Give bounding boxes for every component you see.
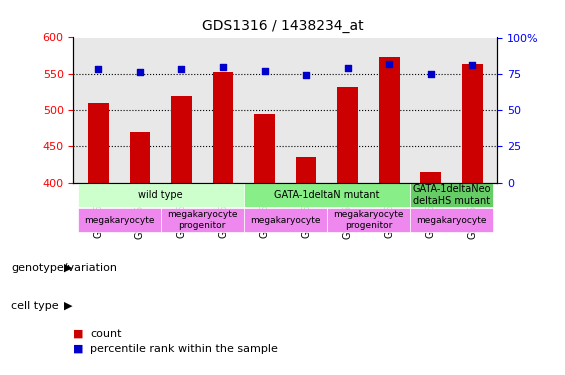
- Text: GATA-1deltaN mutant: GATA-1deltaN mutant: [274, 190, 380, 200]
- Text: megakaryocyte
progenitor: megakaryocyte progenitor: [167, 210, 237, 230]
- FancyBboxPatch shape: [410, 208, 493, 232]
- Bar: [129, 132, 150, 183]
- Text: megakaryocyte: megakaryocyte: [250, 216, 320, 225]
- Point: [343, 65, 352, 71]
- Text: genotype/variation: genotype/variation: [11, 263, 118, 273]
- Bar: [88, 103, 108, 183]
- FancyBboxPatch shape: [160, 208, 244, 232]
- FancyBboxPatch shape: [327, 208, 410, 232]
- Text: megakaryocyte: megakaryocyte: [84, 216, 154, 225]
- Text: ▶: ▶: [63, 263, 72, 273]
- Point: [426, 71, 435, 77]
- Bar: [295, 157, 316, 183]
- FancyBboxPatch shape: [77, 208, 160, 232]
- FancyBboxPatch shape: [410, 183, 493, 207]
- Point: [302, 72, 311, 78]
- Text: GDS1316 / 1438234_at: GDS1316 / 1438234_at: [202, 19, 363, 33]
- Text: megakaryocyte: megakaryocyte: [416, 216, 487, 225]
- Text: wild type: wild type: [138, 190, 183, 200]
- Point: [219, 63, 228, 69]
- Point: [94, 66, 103, 72]
- Text: ■: ■: [73, 344, 84, 354]
- Bar: [254, 114, 275, 183]
- Bar: [462, 64, 483, 183]
- FancyBboxPatch shape: [77, 183, 244, 207]
- Bar: [212, 72, 233, 183]
- Text: ▶: ▶: [63, 301, 72, 310]
- Bar: [379, 57, 399, 183]
- Point: [260, 68, 269, 74]
- Bar: [171, 96, 192, 183]
- Point: [136, 69, 145, 75]
- Point: [468, 62, 477, 68]
- Text: ■: ■: [73, 329, 84, 339]
- Text: cell type: cell type: [11, 301, 59, 310]
- Point: [385, 61, 394, 67]
- Text: GATA-1deltaNeo
deltaHS mutant: GATA-1deltaNeo deltaHS mutant: [412, 184, 491, 206]
- Point: [177, 66, 186, 72]
- FancyBboxPatch shape: [244, 183, 410, 207]
- Bar: [420, 172, 441, 183]
- Text: count: count: [90, 329, 122, 339]
- Text: megakaryocyte
progenitor: megakaryocyte progenitor: [333, 210, 403, 230]
- Bar: [337, 87, 358, 183]
- FancyBboxPatch shape: [244, 208, 327, 232]
- Text: percentile rank within the sample: percentile rank within the sample: [90, 344, 279, 354]
